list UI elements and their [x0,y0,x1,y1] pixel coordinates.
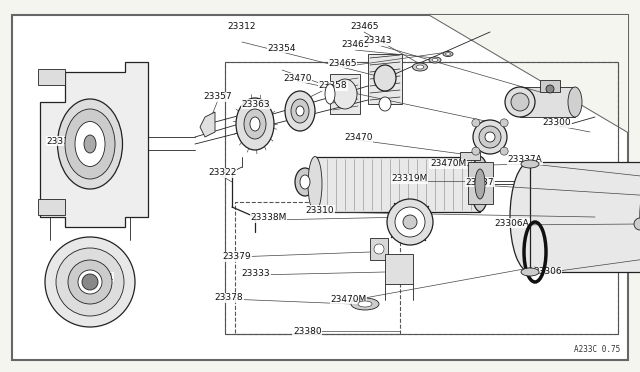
Ellipse shape [485,132,495,142]
Text: 23378: 23378 [215,293,243,302]
Circle shape [634,218,640,230]
Circle shape [374,244,384,254]
Ellipse shape [65,109,115,179]
Ellipse shape [308,157,322,212]
Ellipse shape [429,57,441,63]
Ellipse shape [58,99,122,189]
Ellipse shape [244,109,266,139]
Text: 23465: 23465 [328,59,356,68]
Text: 23363: 23363 [242,100,270,109]
Ellipse shape [358,301,372,307]
Text: 23358: 23358 [319,81,347,90]
Text: 23379: 23379 [223,252,251,261]
Ellipse shape [443,51,453,57]
Text: 23337: 23337 [466,178,494,187]
Circle shape [472,119,480,127]
Text: 23470M: 23470M [331,295,367,304]
Text: 23319: 23319 [47,137,75,146]
Bar [520,87,575,117]
Bar [540,80,560,92]
Text: 23357: 23357 [204,92,232,101]
Ellipse shape [479,126,501,148]
Ellipse shape [510,162,550,272]
Ellipse shape [471,157,489,212]
Polygon shape [200,112,215,137]
Polygon shape [40,62,148,227]
Ellipse shape [445,53,451,55]
Circle shape [82,274,98,290]
Bar [370,238,388,260]
Ellipse shape [379,97,391,111]
Bar [530,162,640,272]
Text: 23470: 23470 [284,74,312,83]
Text: 23470: 23470 [344,133,372,142]
Text: 23306: 23306 [533,267,561,276]
Text: 23319M: 23319M [392,174,428,183]
Ellipse shape [416,65,424,69]
Ellipse shape [511,93,529,111]
Text: 23306A: 23306A [495,219,529,228]
Ellipse shape [75,122,105,167]
Ellipse shape [295,168,315,196]
Bar [38,69,65,85]
Ellipse shape [432,58,438,61]
Ellipse shape [78,270,102,294]
Ellipse shape [56,248,124,316]
Bar [225,62,618,334]
Text: 23354: 23354 [268,44,296,53]
Bar [385,254,413,284]
Text: A233C 0.75: A233C 0.75 [573,345,620,354]
Bar [330,74,360,114]
Text: 23300: 23300 [543,118,571,127]
Text: 23343: 23343 [364,36,392,45]
Text: 23337A: 23337A [508,155,542,164]
Ellipse shape [374,65,396,91]
Text: 23465: 23465 [351,22,379,31]
Bar [38,199,65,215]
Ellipse shape [413,63,428,71]
Polygon shape [460,152,480,160]
Ellipse shape [351,298,379,310]
Ellipse shape [333,79,357,109]
Ellipse shape [395,207,425,237]
Text: 23465: 23465 [341,40,369,49]
Text: 23322: 23322 [209,169,237,177]
Ellipse shape [521,160,539,168]
Circle shape [500,147,508,155]
Ellipse shape [325,84,335,104]
Text: 23338M: 23338M [251,213,287,222]
Circle shape [472,147,480,155]
Circle shape [546,85,554,93]
Ellipse shape [84,135,96,153]
Ellipse shape [521,268,539,276]
Ellipse shape [68,260,112,304]
Ellipse shape [568,87,582,117]
Ellipse shape [475,169,485,199]
Text: 23312: 23312 [228,22,256,31]
Ellipse shape [45,237,135,327]
Bar [225,62,618,334]
Ellipse shape [387,199,433,245]
Ellipse shape [403,215,417,229]
Text: 23470M: 23470M [430,159,466,168]
Bar [368,54,402,104]
Text: 23341: 23341 [85,273,113,282]
Text: 23380: 23380 [293,327,321,336]
Ellipse shape [505,87,535,117]
Bar [235,202,400,334]
Circle shape [500,119,508,127]
Bar [315,157,480,212]
Ellipse shape [236,98,274,150]
Ellipse shape [296,106,304,116]
Bar [468,162,493,204]
Ellipse shape [291,99,309,123]
Ellipse shape [473,120,507,154]
Ellipse shape [300,175,310,189]
Text: 23333: 23333 [242,269,270,278]
Ellipse shape [285,91,315,131]
Ellipse shape [250,117,260,131]
Polygon shape [430,15,628,132]
Text: 23310: 23310 [306,206,334,215]
